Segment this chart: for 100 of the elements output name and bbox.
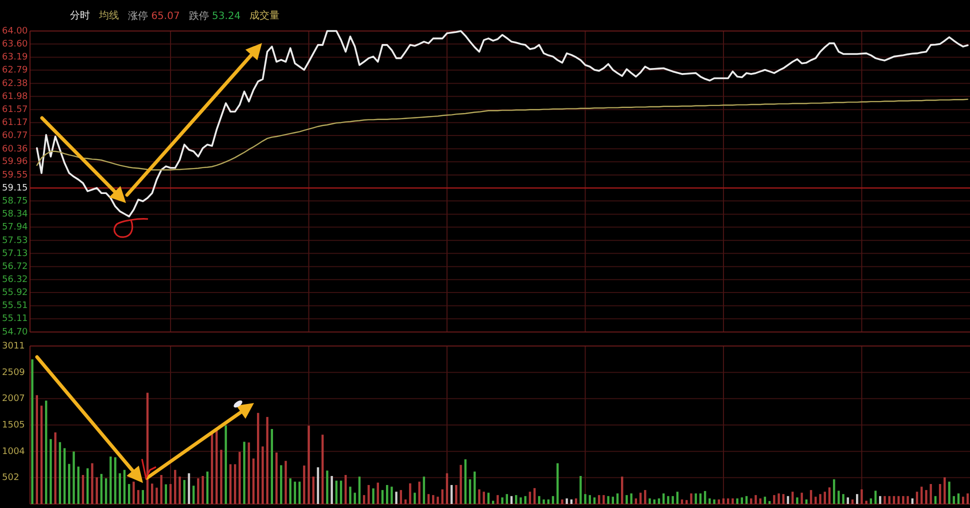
bar bbox=[36, 395, 38, 504]
bar bbox=[630, 493, 632, 504]
bar bbox=[814, 496, 817, 504]
bar bbox=[547, 499, 550, 504]
bar bbox=[612, 496, 614, 504]
bar bbox=[966, 493, 969, 504]
bar bbox=[243, 442, 246, 504]
bar bbox=[667, 496, 670, 504]
bar bbox=[593, 497, 596, 504]
bar bbox=[178, 476, 181, 504]
bar bbox=[303, 466, 306, 504]
bar bbox=[58, 442, 62, 504]
bar bbox=[879, 496, 882, 504]
bar bbox=[183, 480, 186, 504]
bar bbox=[556, 463, 559, 504]
y-tick-label: 56.32 bbox=[2, 275, 28, 286]
y-tick-label: 55.92 bbox=[2, 288, 28, 298]
bar bbox=[284, 460, 287, 504]
bar bbox=[455, 485, 458, 504]
y-tick-label: 62.38 bbox=[2, 78, 28, 89]
bar bbox=[832, 479, 836, 504]
bar bbox=[386, 485, 388, 504]
bar bbox=[340, 480, 342, 504]
bar bbox=[151, 484, 154, 504]
bar bbox=[137, 490, 140, 504]
bar bbox=[662, 493, 665, 504]
bar bbox=[768, 501, 771, 504]
bar bbox=[884, 496, 886, 504]
bar bbox=[460, 464, 462, 504]
bar bbox=[911, 498, 914, 504]
bar bbox=[552, 496, 554, 504]
bar bbox=[414, 492, 416, 504]
bar bbox=[874, 490, 877, 504]
bar bbox=[40, 406, 43, 504]
bar bbox=[441, 489, 444, 504]
bar bbox=[584, 494, 586, 504]
bar bbox=[468, 479, 472, 504]
bar bbox=[220, 450, 222, 504]
bar bbox=[602, 495, 605, 504]
bar bbox=[786, 496, 790, 504]
y-tick-label: 2007 bbox=[2, 394, 25, 404]
bar bbox=[110, 456, 112, 504]
bar bbox=[197, 478, 200, 504]
bar bbox=[118, 473, 121, 504]
bar bbox=[160, 474, 162, 504]
bar bbox=[510, 496, 513, 504]
bar bbox=[759, 498, 762, 504]
bar bbox=[395, 492, 398, 504]
bar bbox=[732, 498, 734, 504]
bar bbox=[114, 457, 116, 504]
bar bbox=[224, 425, 227, 504]
bar bbox=[368, 485, 370, 504]
bar bbox=[773, 495, 776, 504]
bar bbox=[344, 474, 347, 504]
bar bbox=[745, 496, 748, 504]
bar bbox=[805, 499, 808, 504]
bar bbox=[916, 492, 918, 504]
bar bbox=[533, 488, 536, 504]
bar bbox=[764, 496, 766, 504]
text: 成交量 bbox=[250, 10, 280, 22]
bar bbox=[846, 497, 849, 504]
bar bbox=[920, 486, 923, 504]
bar bbox=[644, 490, 646, 504]
bar bbox=[450, 485, 453, 504]
y-tick-label: 57.53 bbox=[2, 236, 28, 246]
bar bbox=[524, 496, 526, 504]
bar bbox=[819, 494, 822, 504]
bar bbox=[851, 499, 854, 504]
bar bbox=[925, 490, 928, 504]
bar bbox=[464, 459, 467, 504]
bar bbox=[91, 463, 94, 504]
bar bbox=[754, 495, 757, 504]
bar bbox=[690, 493, 692, 504]
y-tick-label: 1004 bbox=[2, 446, 26, 457]
bar bbox=[902, 496, 904, 504]
bar bbox=[82, 474, 84, 504]
bar bbox=[515, 495, 518, 504]
bar bbox=[796, 497, 798, 504]
text: 涨停 65.07 bbox=[128, 10, 180, 22]
bar bbox=[680, 499, 684, 504]
bar bbox=[800, 492, 803, 504]
bar bbox=[957, 493, 960, 504]
bar bbox=[810, 490, 812, 504]
bar bbox=[672, 496, 674, 504]
y-tick-label: 60.77 bbox=[2, 130, 28, 142]
bar bbox=[952, 496, 955, 504]
y-tick-label: 56.72 bbox=[2, 262, 28, 272]
bar bbox=[856, 494, 858, 504]
bar bbox=[289, 478, 292, 504]
bar bbox=[322, 434, 324, 504]
bar bbox=[686, 500, 688, 504]
bar bbox=[275, 452, 278, 504]
bar bbox=[713, 499, 716, 504]
bar bbox=[128, 484, 130, 504]
bar bbox=[653, 499, 656, 504]
y-tick-label: 2509 bbox=[2, 368, 26, 378]
bar bbox=[206, 472, 208, 504]
bar bbox=[792, 492, 794, 504]
bar bbox=[294, 482, 296, 504]
y-tick-label: 61.17 bbox=[2, 118, 28, 128]
